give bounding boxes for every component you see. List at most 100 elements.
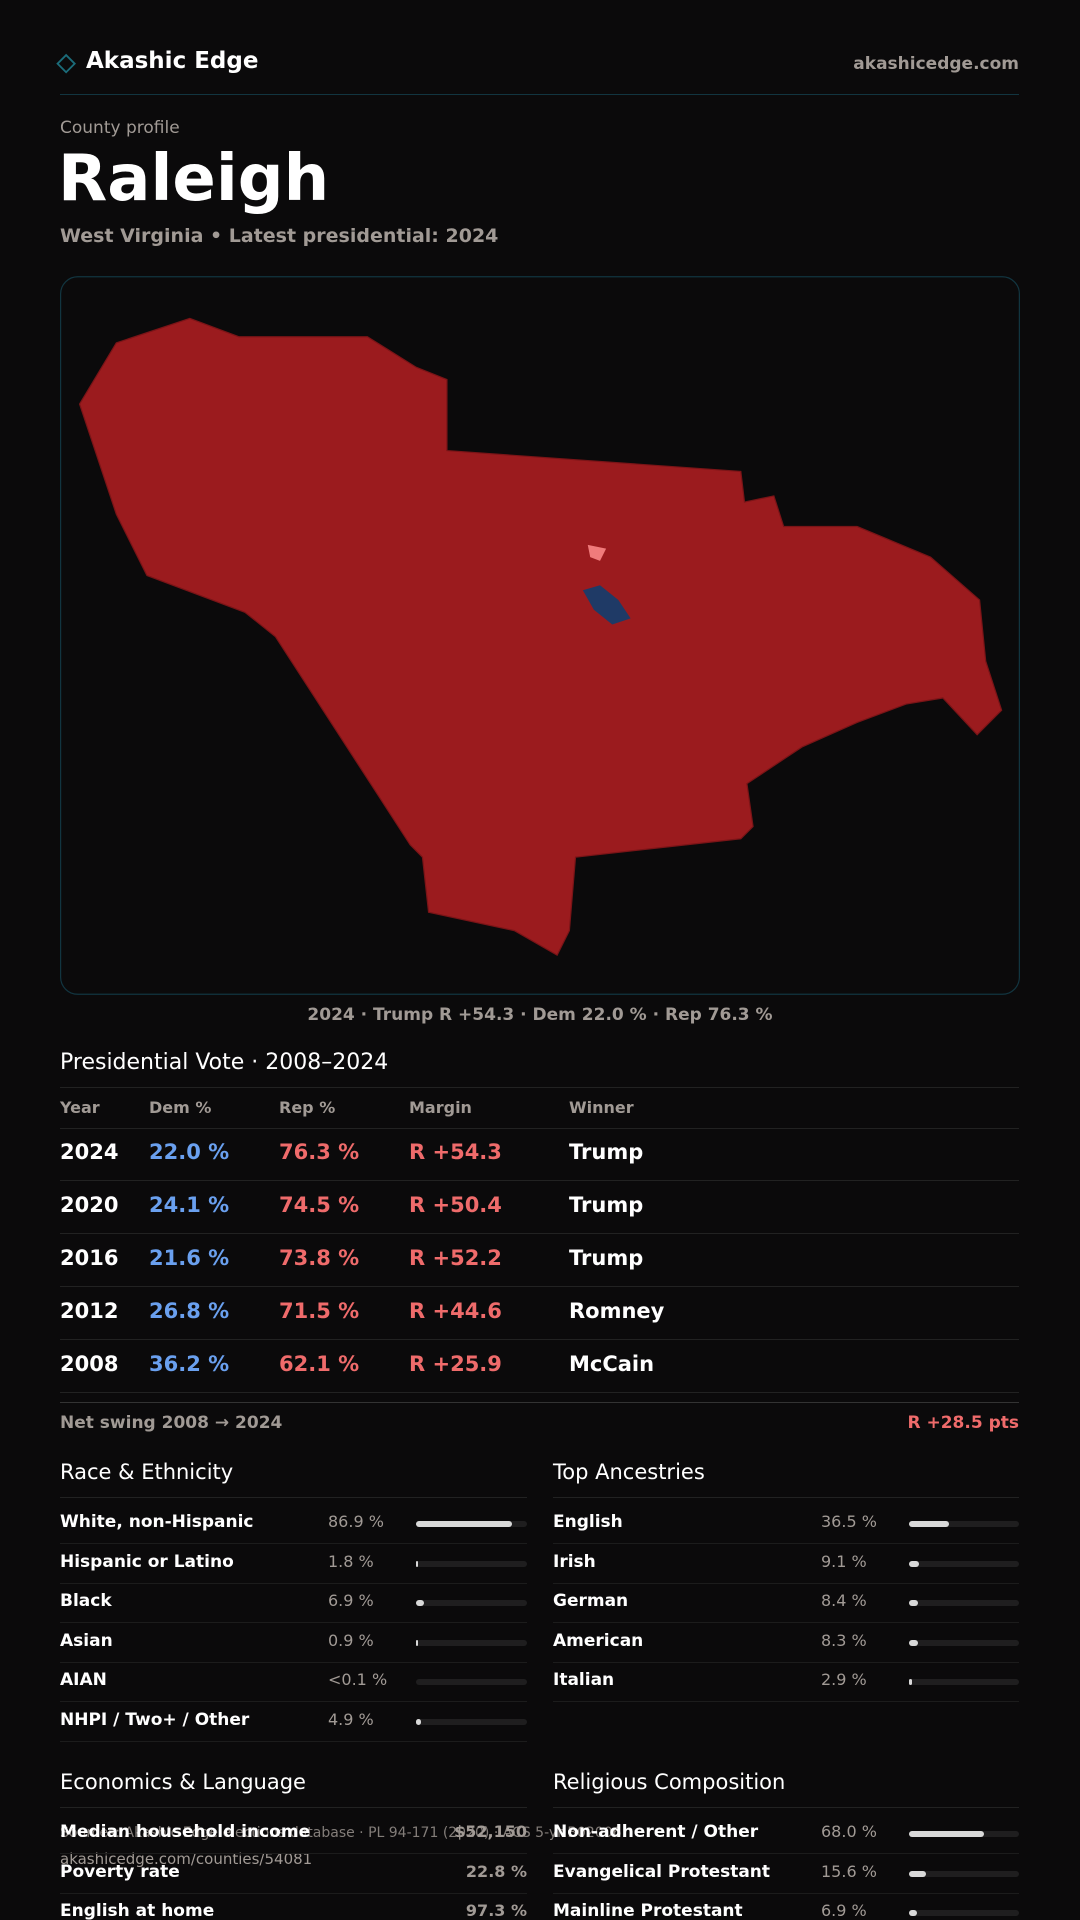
county-name: Raleigh (58, 142, 330, 216)
rule (60, 1892, 527, 1894)
bar-track (909, 1521, 1019, 1527)
footer-source: Sources: Akashic Edge elections database… (60, 1825, 622, 1841)
rule (553, 1497, 1019, 1498)
row-label: NHPI / Two+ / Other (60, 1709, 250, 1730)
column-header: Year (60, 1098, 100, 1117)
rule (553, 1853, 1019, 1854)
bar (909, 1870, 927, 1877)
row-value: 6.9 % (821, 1901, 867, 1920)
row-label: AIAN (60, 1670, 107, 1690)
row-value: 9.1 % (821, 1551, 867, 1571)
bar (909, 1831, 984, 1837)
vote-cell: Trump (569, 1246, 644, 1270)
row-value: 22.8 % (465, 1861, 527, 1881)
bar (909, 1679, 913, 1685)
rule (60, 1497, 527, 1498)
rule (553, 1582, 1019, 1584)
rule (60, 1661, 527, 1663)
site-link[interactable]: akashicedge.com (853, 54, 1019, 74)
bar-track (909, 1600, 1019, 1606)
vote-cell: 74.5 % (279, 1193, 360, 1217)
bar-track (909, 1560, 1019, 1567)
row-value: 15.6 % (821, 1861, 877, 1881)
rule (60, 1807, 527, 1808)
rule (60, 1582, 527, 1584)
vote-cell: 22.0 % (149, 1140, 230, 1164)
vote-cell: 26.8 % (149, 1299, 230, 1323)
bar (416, 1639, 418, 1646)
vote-cell: 62.1 % (279, 1352, 360, 1376)
bar (416, 1718, 422, 1725)
bar-track (909, 1639, 1019, 1646)
column-header: Winner (569, 1098, 634, 1117)
subtitle: West Virginia • Latest presidential: 202… (60, 225, 499, 247)
vote-cell: 76.3 % (279, 1140, 360, 1164)
row-label: Non-adherent / Other (553, 1822, 759, 1842)
bar (909, 1639, 919, 1646)
vote-cell: Trump (569, 1140, 644, 1164)
row-label: Median household income (60, 1822, 311, 1842)
logo-icon (56, 53, 76, 74)
vote-cell: 2016 (60, 1246, 119, 1270)
bar (909, 1560, 919, 1567)
vote-cell: McCain (569, 1352, 655, 1376)
rule (553, 1661, 1019, 1663)
row-label: German (553, 1591, 629, 1611)
rule (60, 1180, 1019, 1181)
row-value: 97.3 % (465, 1901, 527, 1920)
bar-track (416, 1718, 527, 1725)
rule (60, 1701, 527, 1702)
rule (60, 1128, 1019, 1129)
bar-track (416, 1639, 527, 1646)
vote-cell: 71.5 % (279, 1299, 360, 1323)
row-value: 4.9 % (328, 1709, 374, 1729)
bar-track (416, 1600, 527, 1606)
rule (60, 1853, 527, 1854)
row-label: Poverty rate (60, 1861, 180, 1882)
rule (553, 1701, 1019, 1702)
row-label: Evangelical Protestant (553, 1861, 771, 1882)
row-value: 86.9 % (328, 1512, 384, 1531)
row-value: <0.1 % (328, 1670, 388, 1689)
footer-url[interactable]: akashicedge.com/counties/54081 (60, 1850, 313, 1868)
bar (909, 1600, 919, 1606)
rule (60, 1087, 1019, 1088)
bar (416, 1600, 424, 1606)
block-title: Top Ancestries (553, 1460, 705, 1484)
vote-cell: 2020 (60, 1193, 119, 1217)
row-value: 0.9 % (328, 1630, 374, 1650)
rule (553, 1892, 1019, 1894)
block-title: Economics & Language (60, 1770, 306, 1794)
bar-track (416, 1560, 527, 1567)
vote-cell: 2008 (60, 1352, 119, 1376)
row-value: 36.5 % (821, 1512, 877, 1531)
rule (60, 1740, 527, 1742)
row-label: American (553, 1630, 644, 1651)
column-header: Dem % (149, 1098, 212, 1117)
map-caption: 2024 · Trump R +54.3 · Dem 22.0 % · Rep … (307, 1005, 773, 1025)
row-label: Mainline Protestant (553, 1901, 743, 1920)
kicker: County profile (60, 118, 180, 138)
bar-track (909, 1910, 1019, 1916)
row-label: Irish (553, 1551, 596, 1572)
bar (416, 1521, 513, 1527)
row-value: 8.3 % (821, 1630, 867, 1650)
county-map (78, 317, 1003, 956)
bar-track (416, 1521, 527, 1527)
row-value: 68.0 % (821, 1822, 877, 1841)
vote-cell: 2012 (60, 1299, 119, 1323)
row-value: $52,150 (454, 1822, 527, 1841)
brand: Akashic Edge (86, 48, 259, 74)
row-value: 2.9 % (821, 1670, 867, 1689)
vote-cell: R +44.6 (409, 1299, 502, 1323)
rule (553, 1543, 1019, 1544)
bar (909, 1521, 950, 1527)
column-header: Margin (409, 1098, 472, 1117)
row-label: English at home (60, 1901, 215, 1920)
vote-cell: Trump (569, 1193, 644, 1217)
row-value: 8.4 % (821, 1591, 867, 1610)
vote-cell: R +52.2 (409, 1246, 502, 1270)
row-label: Asian (60, 1630, 113, 1651)
